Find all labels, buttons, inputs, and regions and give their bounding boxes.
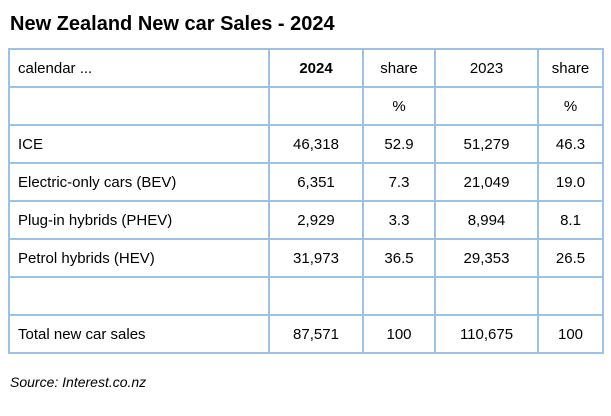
value-2024: 46,318 [268, 124, 364, 164]
page-title: New Zealand New car Sales - 2024 [10, 13, 335, 35]
table-row-hev: Petrol hybrids (HEV) 31,973 36.5 29,353 … [8, 238, 604, 278]
value-2023: 29,353 [434, 238, 539, 278]
table-row-phev: Plug-in hybrids (PHEV) 2,929 3.3 8,994 8… [8, 200, 604, 240]
unit-cell-share-2023: % [537, 86, 604, 126]
value-2024: 2,929 [268, 200, 364, 240]
empty-cell [362, 276, 436, 316]
share-2023: 26.5 [537, 238, 604, 278]
row-label: Electric-only cars (BEV) [8, 162, 270, 202]
row-label: ICE [8, 124, 270, 164]
unit-cell-label [8, 86, 270, 126]
empty-cell [8, 276, 270, 316]
share-2023: 19.0 [537, 162, 604, 202]
total-value-2024: 87,571 [268, 314, 364, 354]
empty-cell [268, 276, 364, 316]
column-header-2023: 2023 [434, 48, 539, 88]
unit-cell-2024 [268, 86, 364, 126]
sales-table: calendar ... 2024 share 2023 share % % I… [8, 48, 604, 354]
column-header-calendar: calendar ... [8, 48, 270, 88]
table-row-ice: ICE 46,318 52.9 51,279 46.3 [8, 124, 604, 164]
value-2024: 31,973 [268, 238, 364, 278]
total-label: Total new car sales [8, 314, 270, 354]
value-2023: 8,994 [434, 200, 539, 240]
value-2024: 6,351 [268, 162, 364, 202]
unit-row: % % [8, 86, 604, 126]
empty-cell [537, 276, 604, 316]
unit-cell-share-2024: % [362, 86, 436, 126]
share-2023: 8.1 [537, 200, 604, 240]
source-note: Source: Interest.co.nz [10, 374, 147, 390]
unit-cell-2023 [434, 86, 539, 126]
row-label: Petrol hybrids (HEV) [8, 238, 270, 278]
column-header-2024: 2024 [268, 48, 364, 88]
column-header-share-2023: share [537, 48, 604, 88]
share-2024: 36.5 [362, 238, 436, 278]
spacer-row [8, 276, 604, 316]
value-2023: 51,279 [434, 124, 539, 164]
row-label: Plug-in hybrids (PHEV) [8, 200, 270, 240]
total-share-2023: 100 [537, 314, 604, 354]
value-2023: 21,049 [434, 162, 539, 202]
empty-cell [434, 276, 539, 316]
share-2024: 3.3 [362, 200, 436, 240]
total-value-2023: 110,675 [434, 314, 539, 354]
share-2023: 46.3 [537, 124, 604, 164]
total-row: Total new car sales 87,571 100 110,675 1… [8, 314, 604, 354]
table-row-bev: Electric-only cars (BEV) 6,351 7.3 21,04… [8, 162, 604, 202]
share-2024: 7.3 [362, 162, 436, 202]
column-header-share-2024: share [362, 48, 436, 88]
total-share-2024: 100 [362, 314, 436, 354]
header-row: calendar ... 2024 share 2023 share [8, 48, 604, 88]
share-2024: 52.9 [362, 124, 436, 164]
